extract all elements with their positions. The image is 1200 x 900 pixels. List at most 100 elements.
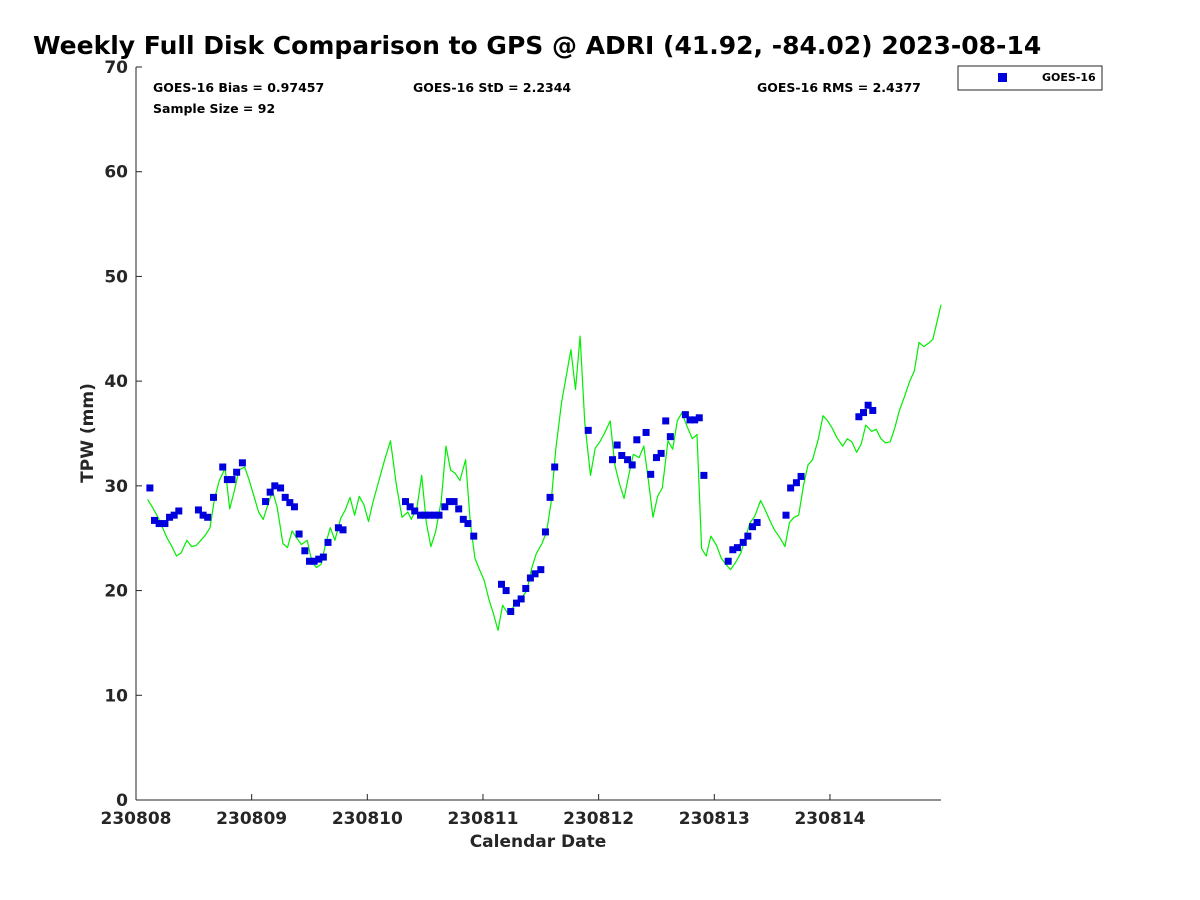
legend-marker-goes-16 [998,73,1007,82]
goes-16-point [657,449,665,457]
goes-16-point [334,524,342,532]
goes-16-point [319,553,327,561]
goes-16-point [450,498,458,506]
stat-bias: GOES-16 Bias = 0.97457 [153,80,324,95]
goes-16-point [305,557,313,565]
goes-16-point [691,416,699,424]
goes-16-point [401,498,409,506]
goes-16-point [161,520,169,528]
y-tick-label: 50 [104,267,128,287]
goes-16-point [170,511,178,519]
goes-16-point [652,454,660,462]
goes-16-point [624,456,632,464]
goes-16-point [526,574,534,582]
goes-16-point [233,468,241,476]
goes-16-point [502,587,510,595]
goes-16-point [286,499,294,507]
goes-16-point [166,513,174,521]
chart-title: Weekly Full Disk Comparison to GPS @ ADR… [33,31,1041,60]
goes-16-point [748,523,756,531]
goes-16-point [695,414,703,422]
goes-16-point [541,528,549,536]
goes-16-point [426,511,434,519]
x-tick-label: 230809 [216,809,287,829]
goes-16-point [686,416,694,424]
goes-16-point [459,515,467,523]
goes-16-point [315,555,323,563]
plot-background [136,67,941,800]
goes-16-point [445,498,453,506]
x-axis-label: Calendar Date [470,832,607,852]
goes-16-point [753,519,761,527]
goes-16-point [531,570,539,578]
x-tick-label: 230813 [679,809,750,829]
goes-16-point [628,461,636,469]
goes-16-point [869,406,877,414]
x-tick-label: 230811 [447,809,518,829]
legend-box [957,65,1103,91]
goes-16-point [642,428,650,436]
goes-16-point [204,513,212,521]
goes-16-point [151,516,159,524]
stats-annotations: GOES-16 Bias = 0.97457 GOES-16 StD = 2.2… [153,80,921,116]
goes-16-point [271,482,279,490]
goes-16-point [406,503,414,511]
goes-16-point [277,484,285,492]
x-tick-label: 230810 [332,809,403,829]
stat-std: GOES-16 StD = 2.2344 [413,80,571,95]
goes-16-point [517,595,525,603]
goes-16-point [744,532,752,540]
goes-16-point [455,505,463,513]
y-axis-label: TPW (mm) [78,383,98,483]
y-tick-label: 60 [104,163,128,183]
goes-16-point [175,507,183,515]
goes-16-point [262,498,270,506]
goes-16-point [729,546,737,554]
goes-16-point [551,463,559,471]
goes-16-point [435,511,443,519]
goes-16-point [700,471,708,479]
goes-16-point [339,526,347,534]
goes-16-point [290,503,298,511]
goes-16-point [310,557,318,565]
goes-16-point [507,608,515,616]
goes-16-point [266,488,274,496]
goes-16-point [513,599,521,607]
plot-area [135,67,942,801]
x-axis-ticks: 230808 230809 230810 230811 230812 230813 2308… [101,794,866,829]
legend: GOES-16 [957,65,1103,91]
y-tick-label: 70 [104,58,128,78]
goes-16-point [666,433,674,441]
legend-label-goes-16: GOES-16 [1042,71,1096,84]
goes-16-point [633,436,641,444]
goes-16-point [782,511,790,519]
goes-16-point [464,520,472,528]
goes-16-point [618,451,626,459]
goes-16-point [421,511,429,519]
y-tick-label: 30 [104,477,128,497]
goes-16-point [219,463,227,471]
y-tick-label: 0 [116,791,128,811]
goes-16-point [146,484,154,492]
goes-16-point [613,441,621,449]
x-tick-label: 230808 [101,809,172,829]
goes-16-point [584,426,592,434]
y-axis-ticks: 0 10 20 30 40 50 60 70 [104,58,142,811]
goes-16-point [441,503,449,511]
goes-16-point [281,493,289,501]
y-tick-label: 20 [104,582,128,602]
goes-16-point [470,532,478,540]
goes-16-point [537,566,545,574]
goes-16-point [155,520,163,528]
goes-16-point [417,511,425,519]
goes-16-point [787,484,795,492]
goes-16-point [199,511,207,519]
goes-16-point [497,580,505,588]
goes-16-point [194,506,202,514]
goes-16-point [609,456,617,464]
goes-16-point [301,547,309,555]
goes-16-series [146,401,877,616]
goes-16-point [864,401,872,409]
goes-16-point [324,538,332,546]
